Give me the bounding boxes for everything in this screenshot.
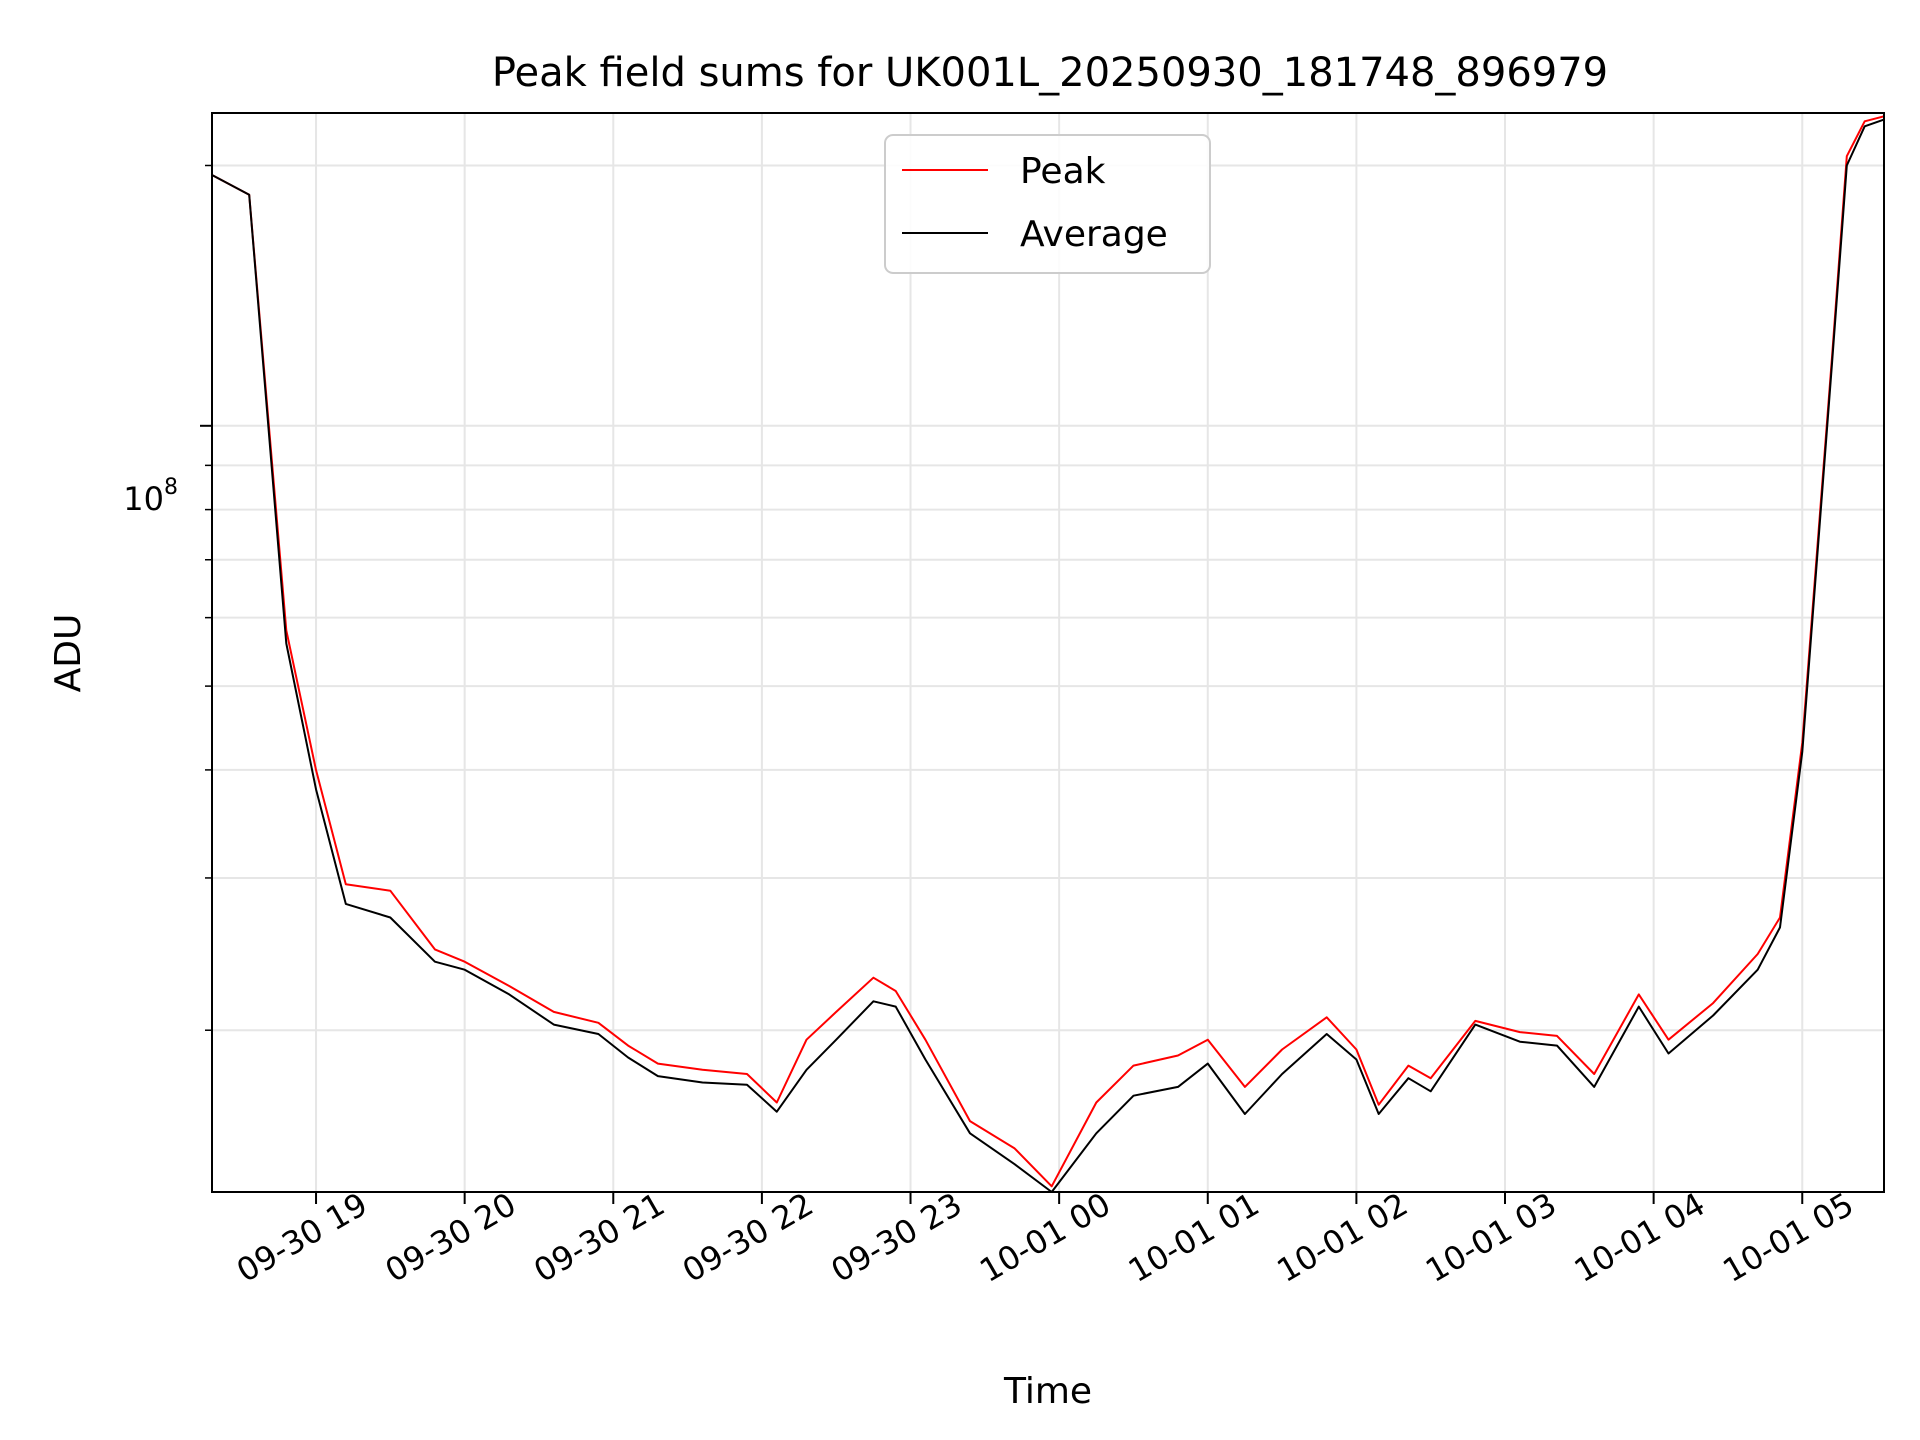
legend-label-peak: Peak <box>1020 151 1106 192</box>
chart-title: Peak field sums for UK001L_20250930_1817… <box>492 50 1608 96</box>
grid <box>212 113 1884 1192</box>
series-line-average <box>211 118 1885 1193</box>
plot-frame <box>211 112 1885 1193</box>
series-line-peak <box>211 115 1885 1188</box>
legend: Peak Average <box>884 134 1211 274</box>
y-axis-label: ADU <box>48 614 89 693</box>
y-axis: 108 <box>123 164 212 1031</box>
x-axis-label: Time <box>1003 1371 1092 1412</box>
legend-label-average: Average <box>1020 214 1168 255</box>
y-tick-label-major: 108 <box>123 475 178 518</box>
series-layer <box>211 115 1885 1193</box>
